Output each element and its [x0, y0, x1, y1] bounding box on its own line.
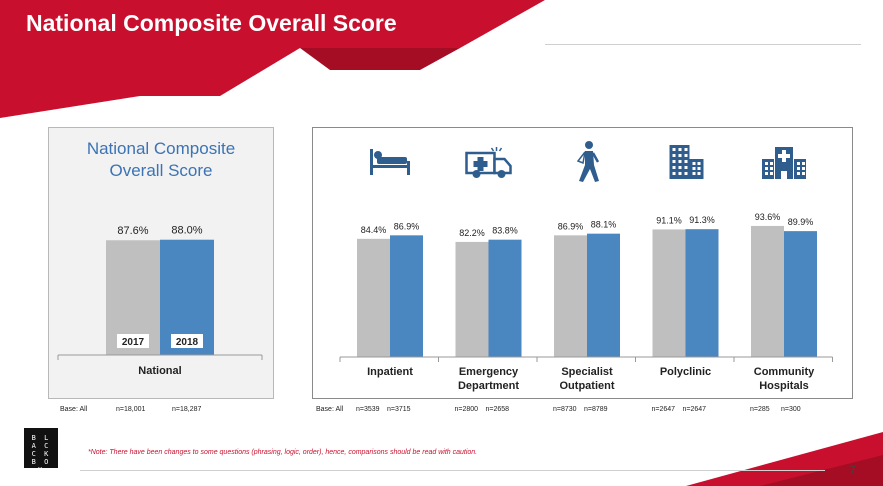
setting-category-label: Polyclinic	[660, 366, 711, 378]
setting-bar-chart: 84.4% 86.9% Inpatient 82.2% 83.8% Emergency De…	[339, 141, 833, 392]
setting-base-n: n=2647	[651, 406, 676, 413]
setting-value-label: 86.9%	[558, 221, 584, 231]
page-title: National Composite Overall Score	[26, 10, 397, 36]
page-number: 7	[850, 465, 856, 476]
header-red-shape	[0, 0, 545, 118]
setting-category-label: Inpatient	[367, 366, 413, 378]
logo-line: C K	[31, 450, 51, 458]
setting-bar-2018	[685, 229, 719, 357]
community-hospital-icon	[762, 147, 806, 179]
setting-value-label: 84.4%	[361, 225, 387, 235]
setting-category-label: Specialist	[561, 366, 613, 378]
setting-category-label: Outpatient	[560, 380, 615, 392]
year-label-2018: 2018	[176, 337, 199, 348]
national-base-label: Base: All	[60, 406, 88, 413]
national-chart-title-line-2: Overall Score	[109, 161, 213, 180]
setting-bar-2017	[751, 225, 784, 357]
setting-base-n: n=8730	[553, 406, 577, 413]
year-label-box	[171, 334, 203, 348]
national-value-label: 88.0%	[171, 225, 202, 237]
header-divider	[545, 44, 861, 45]
setting-bar-2017	[455, 241, 489, 357]
logo-line: B L	[31, 434, 51, 442]
setting-base-n: n=2800	[454, 406, 479, 413]
setting-category-label: Department	[458, 380, 519, 392]
logo-line: X	[37, 466, 45, 474]
setting-base-n: n=3715	[387, 406, 411, 413]
blackbox-logo: B L A C C K B O X	[24, 428, 58, 474]
polyclinic-building-icon	[669, 145, 704, 179]
setting-category-label: Community	[754, 366, 815, 378]
setting-bar-2017	[652, 229, 686, 357]
setting-bar-2018	[784, 231, 817, 357]
footnote: *Note: There have been changes to some q…	[88, 449, 478, 456]
national-category-label: National	[138, 365, 181, 377]
national-chart-title: National Composite Overall Score	[48, 138, 274, 182]
setting-base-n: n=2658	[485, 406, 510, 413]
setting-base-n: n=300	[781, 406, 801, 413]
ambulance-icon	[465, 147, 512, 178]
setting-value-label: 86.9%	[394, 221, 420, 231]
setting-value-label: 91.1%	[656, 215, 682, 225]
setting-category-label: Emergency	[459, 366, 519, 378]
setting-base-n: n=2647	[682, 406, 707, 413]
national-chart-title-line-1: National Composite	[86, 139, 236, 158]
national-base-n-2017: n=18,001	[116, 406, 146, 413]
national-base-n-2018: n=18,287	[172, 406, 202, 413]
setting-bar-2017	[554, 235, 587, 357]
setting-value-label: 83.8%	[492, 226, 518, 236]
setting-value-label: 82.2%	[459, 228, 485, 238]
setting-base-label: Base: All	[316, 406, 344, 413]
year-label-box	[117, 334, 149, 348]
injured-walking-person-icon	[576, 141, 600, 182]
setting-base-n: n=285	[750, 406, 770, 413]
setting-value-label: 88.1%	[591, 220, 617, 230]
national-bar-chart: 87.6% 2017 88.0% 2018 National	[57, 225, 263, 377]
setting-bar-2017	[357, 238, 390, 357]
setting-base-n: n=8789	[584, 406, 608, 413]
setting-base-n: n=3539	[356, 406, 380, 413]
header-red-shade	[300, 48, 460, 70]
footer-divider	[80, 470, 825, 471]
setting-value-label: 91.3%	[689, 215, 715, 225]
setting-bar-2018	[587, 233, 620, 357]
hospital-bed-icon	[370, 149, 410, 175]
year-label-2017: 2017	[122, 337, 145, 348]
setting-value-label: 89.9%	[788, 217, 814, 227]
setting-bar-2018	[488, 239, 522, 357]
logo-line: A C	[31, 442, 51, 450]
national-value-label: 87.6%	[117, 225, 148, 237]
setting-value-label: 93.6%	[755, 212, 781, 222]
setting-category-label: Hospitals	[759, 380, 809, 392]
logo-line: B O	[31, 458, 51, 466]
setting-bar-2018	[390, 235, 423, 357]
